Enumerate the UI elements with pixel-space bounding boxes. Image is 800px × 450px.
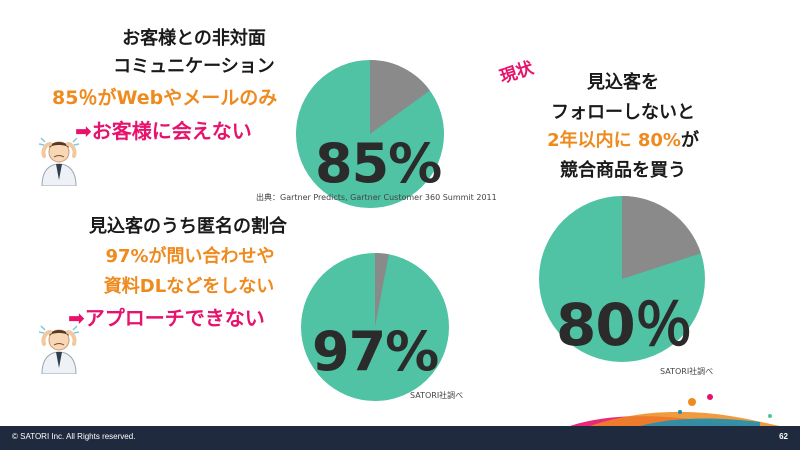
pie-chart-85 (296, 60, 444, 208)
decorative-brush-strokes (570, 394, 780, 426)
page-number: 62 (779, 432, 788, 441)
pie-97-remainder-slice (375, 253, 389, 327)
pie-chart-97 (301, 253, 449, 401)
pie-85-label: 85% (315, 132, 442, 195)
source-satori-right: SATORI社調べ (660, 367, 714, 376)
left-bottom-line1: 見込客のうち匿名の割合 (89, 216, 287, 237)
source-satori-left: SATORI社調べ (410, 391, 464, 400)
left-top-line3: 85％がWebやメールのみ (52, 87, 278, 109)
right-line2: フォローしないと (551, 102, 695, 123)
worried-person-icon (36, 318, 82, 378)
right-line1: 見込客を (587, 72, 659, 93)
right-line3-suffix: が (680, 130, 699, 151)
left-top-line4: ➡お客様に会えない (75, 119, 252, 143)
worried-person-icon (36, 130, 82, 190)
pie-chart-80 (539, 196, 705, 362)
source-gartner: 出典：Gartner Predicts, Gartner Customer 36… (256, 193, 497, 202)
pie-85-remainder-slice (370, 60, 430, 134)
left-bottom-line4: ➡アプローチできない (68, 306, 265, 330)
right-line3: 2年以内に 80%が (520, 126, 726, 152)
footer-copyright: © SATORI Inc. All Rights reserved. (12, 432, 136, 441)
pie-97-label: 97% (312, 320, 439, 383)
left-top-line1: お客様との非対面 (122, 28, 266, 49)
pie-80-remainder-slice (622, 196, 701, 279)
left-top-line2: コミュニケーション (113, 56, 275, 77)
status-tag: 現状 (497, 58, 537, 88)
left-bottom-line2: 97%が問い合わせや (105, 246, 275, 267)
right-line3-highlight: 2年以内に 80% (547, 130, 681, 151)
right-line4: 競合商品を買う (560, 160, 686, 181)
left-bottom-line3: 資料DLなどをしない (103, 276, 275, 297)
pie-80-label: 80％ (556, 291, 693, 359)
footer-bar: © SATORI Inc. All Rights reserved. 62 (0, 426, 800, 450)
